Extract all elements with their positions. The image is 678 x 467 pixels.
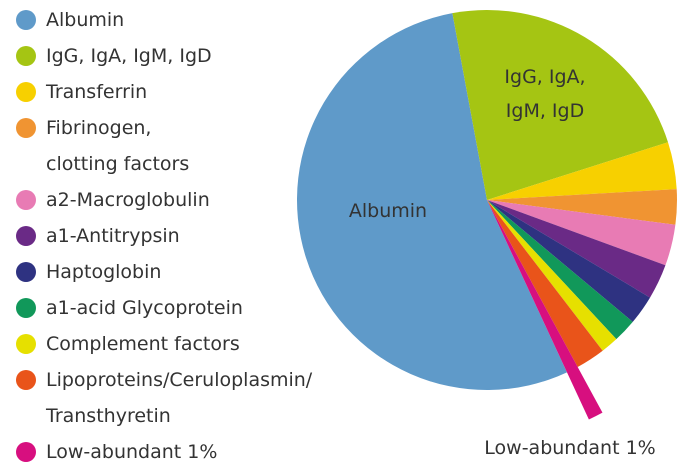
pie-slice (487, 200, 603, 367)
legend-label: Haptoglobin (46, 261, 162, 283)
legend-label: Albumin (46, 9, 125, 31)
pie-slice (487, 200, 603, 420)
legend-item: Albumin (16, 2, 312, 38)
legend-item: a2-Macroglobulin (16, 182, 312, 218)
slice-label: Low-abundant 1% (484, 437, 656, 459)
legend: Albumin IgG, IgA, IgM, IgD Transferrin Fibr… (16, 2, 312, 467)
legend-label: Fibrinogen, clotting factors (46, 117, 190, 175)
legend-label: a1-acid Glycoprotein (46, 297, 243, 319)
legend-item: Fibrinogen, clotting factors (16, 110, 312, 182)
legend-swatch (16, 298, 36, 318)
legend-swatch (16, 442, 36, 462)
pie-slice (487, 200, 651, 322)
legend-swatch (16, 226, 36, 246)
pie-slice (487, 142, 677, 200)
pie-slice (297, 13, 567, 391)
legend-label: a2-Macroglobulin (46, 189, 210, 211)
pie-slice (487, 200, 676, 266)
legend-swatch (16, 334, 36, 354)
pie-slice (487, 200, 617, 351)
legend-item: IgG, IgA, IgM, IgD (16, 38, 312, 74)
legend-label: Complement factors (46, 333, 240, 355)
legend-item: Complement factors (16, 326, 312, 362)
legend-item: a1-Antitrypsin (16, 218, 312, 254)
legend-item: Haptoglobin (16, 254, 312, 290)
legend-swatch (16, 262, 36, 282)
legend-label: a1-Antitrypsin (46, 225, 180, 247)
legend-label: Lipoproteins/Ceruloplasmin/ Transthyreti… (46, 369, 313, 427)
pie-slice (487, 200, 666, 298)
slice-label: IgG, IgA, IgM, IgD (504, 66, 586, 122)
legend-swatch (16, 82, 36, 102)
pie-slice (487, 200, 633, 340)
legend-label: IgG, IgA, IgM, IgD (46, 45, 212, 67)
legend-item: Low-abundant 1% (16, 434, 312, 467)
legend-swatch (16, 190, 36, 210)
legend-item: a1-acid Glycoprotein (16, 290, 312, 326)
legend-swatch (16, 118, 36, 138)
legend-item: Transferrin (16, 74, 312, 110)
legend-swatch (16, 10, 36, 30)
legend-swatch (16, 46, 36, 66)
legend-label: Low-abundant 1% (46, 441, 218, 463)
legend-label: Transferrin (46, 81, 148, 103)
pie-slice (487, 189, 677, 225)
slice-label: Albumin (348, 200, 428, 222)
legend-item: Lipoproteins/Ceruloplasmin/ Transthyreti… (16, 362, 312, 434)
pie-slice (452, 10, 669, 201)
legend-swatch (16, 370, 36, 390)
